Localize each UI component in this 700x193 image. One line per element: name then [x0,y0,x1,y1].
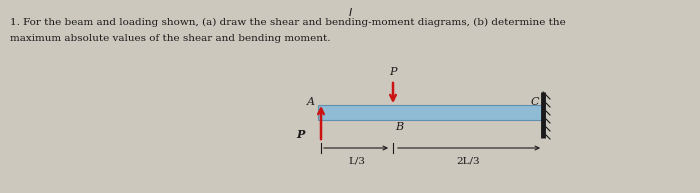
Text: C: C [531,97,539,107]
Text: A: A [307,97,315,107]
Text: I: I [349,8,351,18]
Text: B: B [395,122,403,132]
Text: L/3: L/3 [349,156,365,165]
Text: 2L/3: 2L/3 [456,156,480,165]
Text: maximum absolute values of the shear and bending moment.: maximum absolute values of the shear and… [10,34,330,43]
Text: P: P [296,130,304,141]
Text: P: P [389,67,397,77]
Text: 1. For the beam and loading shown, (a) draw the shear and bending-moment diagram: 1. For the beam and loading shown, (a) d… [10,18,566,27]
Bar [318,105,543,120]
